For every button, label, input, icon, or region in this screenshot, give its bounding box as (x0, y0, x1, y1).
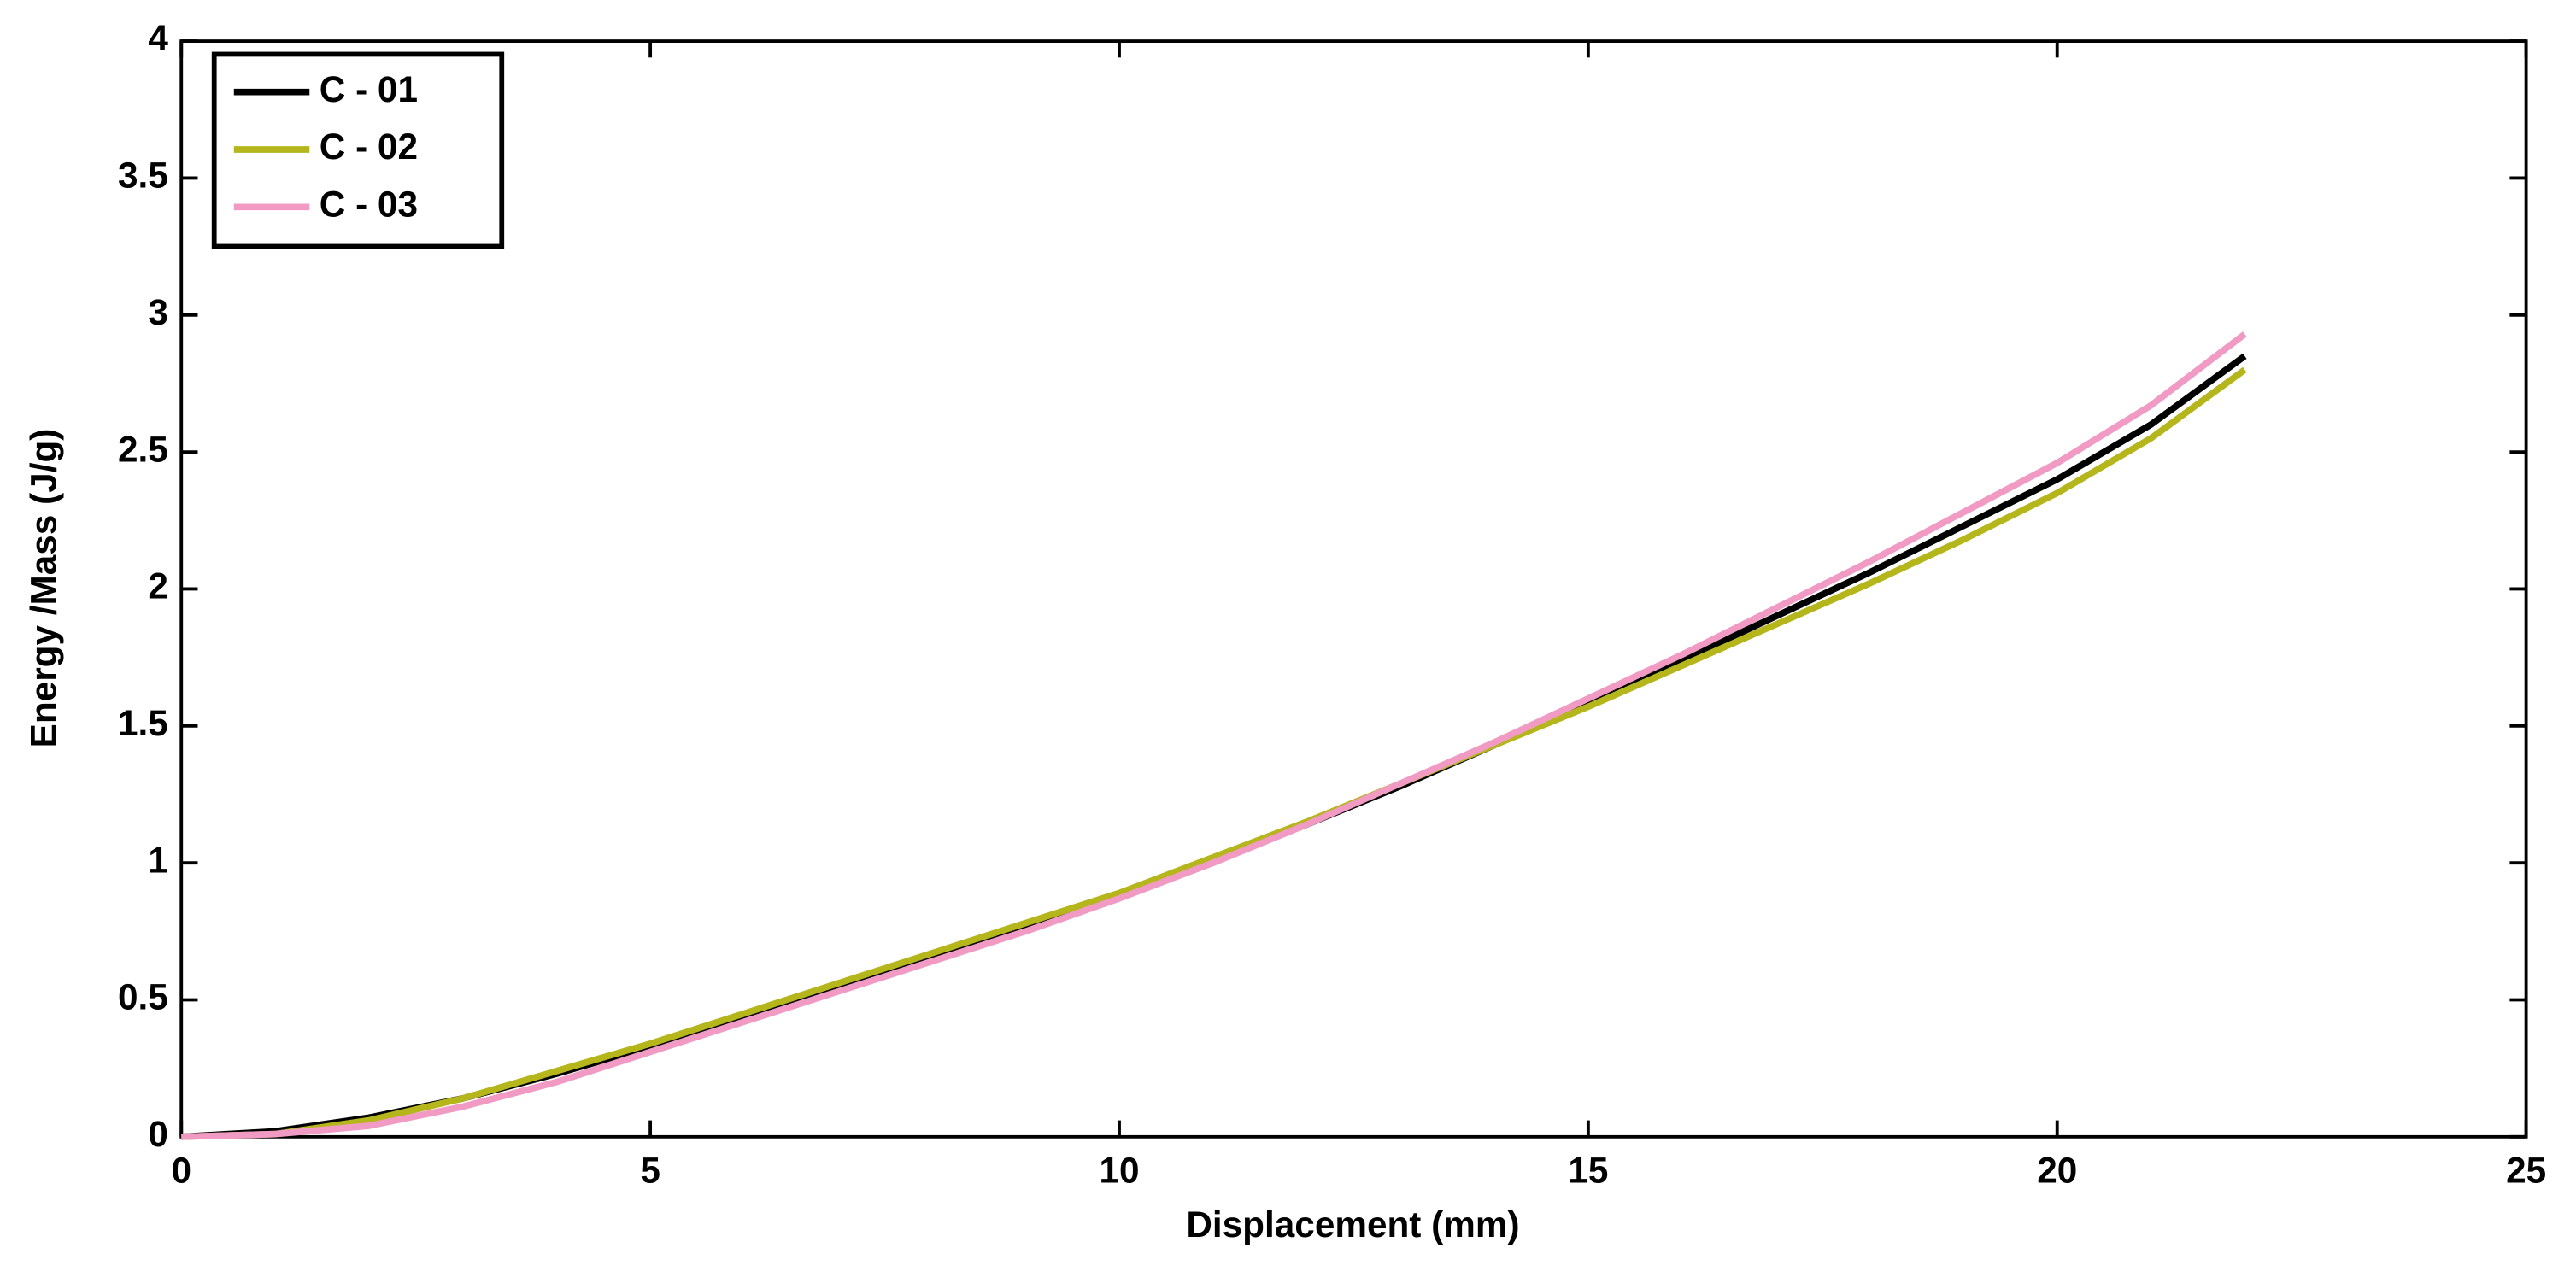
y-tick-label: 1.5 (118, 703, 168, 743)
y-tick-label: 3.5 (118, 155, 168, 196)
series-line (181, 366, 2247, 1140)
y-tick-label: 2.5 (118, 429, 168, 469)
legend-label: C - 03 (320, 184, 418, 224)
y-tick-label: 0.5 (118, 977, 168, 1017)
x-tick-label: 20 (2037, 1150, 2077, 1190)
legend-label: C - 01 (320, 69, 418, 109)
x-axis-label: Displacement (mm) (1186, 1204, 1519, 1245)
y-tick-label: 4 (148, 18, 168, 58)
y-tick-label: 3 (148, 292, 168, 332)
x-tick-label: 25 (2506, 1150, 2546, 1190)
y-tick-label: 0 (148, 1114, 168, 1154)
x-tick-label: 15 (1568, 1150, 1608, 1190)
series-line (181, 331, 2247, 1140)
y-tick-label: 2 (148, 566, 168, 606)
y-tick-label: 1 (148, 840, 168, 880)
x-tick-label: 10 (1099, 1150, 1139, 1190)
x-tick-label: 5 (640, 1150, 660, 1190)
x-tick-label: 0 (171, 1150, 191, 1190)
series-line (181, 353, 2247, 1140)
legend-label: C - 02 (320, 126, 418, 167)
y-axis-label: Energy /Mass (J/g) (24, 429, 64, 748)
plot-frame (179, 39, 2528, 1139)
